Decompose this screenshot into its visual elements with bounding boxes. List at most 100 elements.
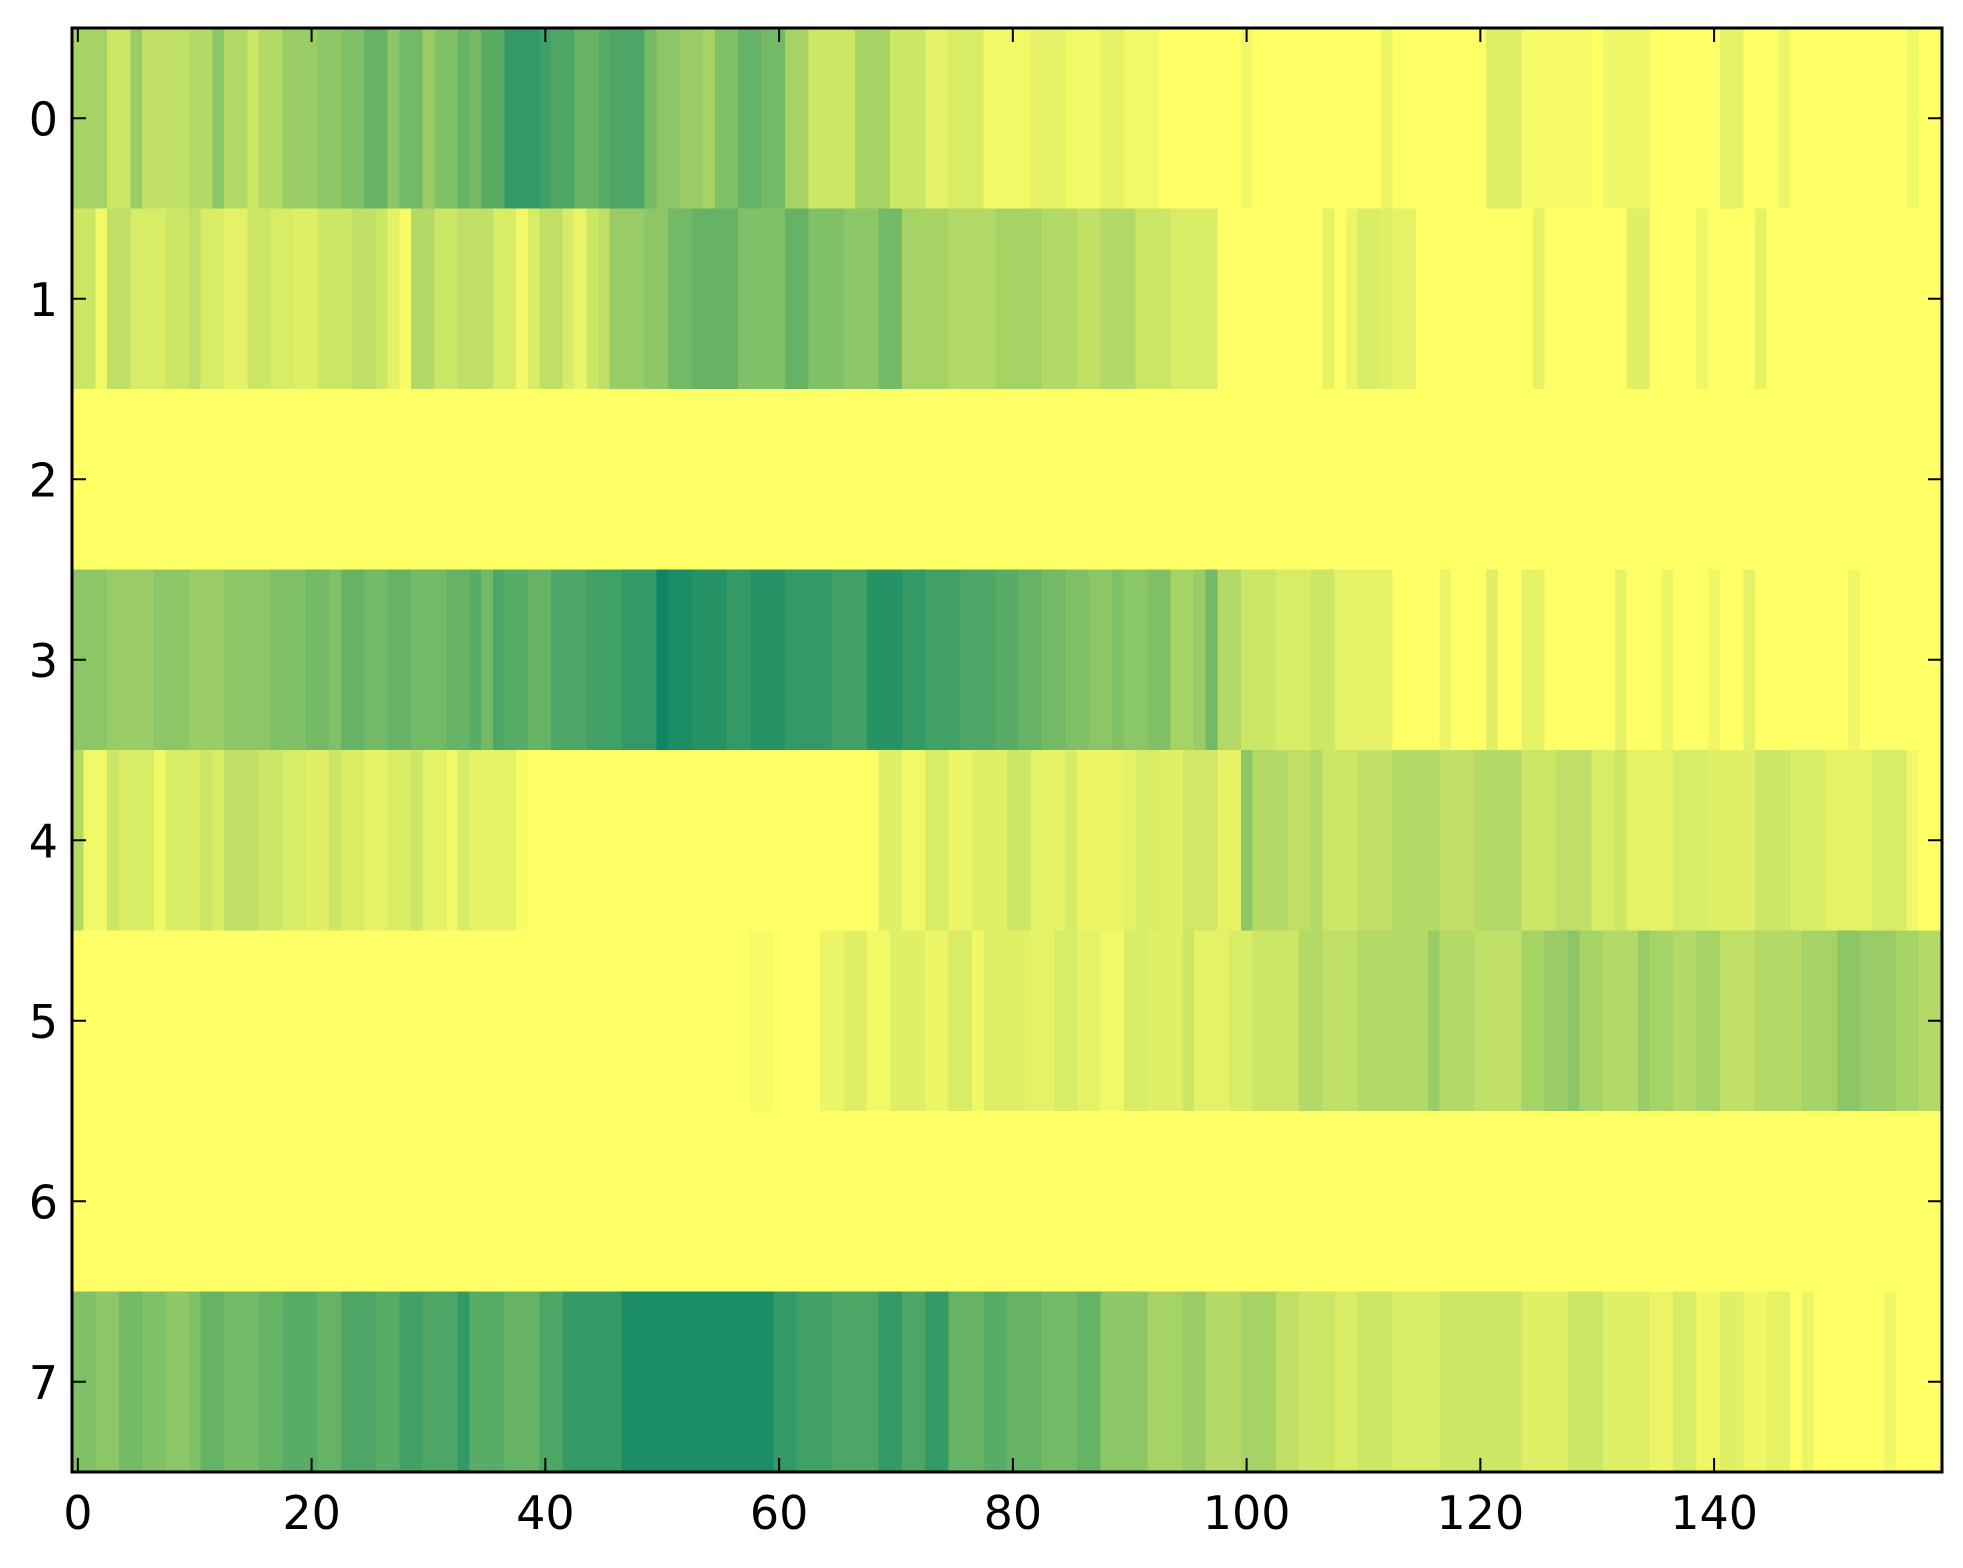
heatmap-cell	[1638, 930, 1651, 1112]
heatmap-cell	[983, 930, 1031, 1112]
heatmap-cell	[364, 28, 389, 210]
heatmap-cell	[983, 1291, 1008, 1473]
heatmap-cell	[1123, 569, 1148, 751]
heatmap-cell	[1030, 750, 1067, 932]
heatmap-cell	[1322, 750, 1359, 932]
heatmap-cell	[1427, 930, 1441, 1112]
heatmap-cell	[773, 1291, 798, 1473]
heatmap-cell	[282, 750, 307, 932]
heatmap-cell	[1708, 569, 1721, 751]
heatmap-cell	[1310, 750, 1324, 932]
heatmap-cell	[1182, 930, 1195, 1112]
heatmap-cell	[1030, 930, 1055, 1112]
heatmap-cell	[340, 569, 365, 751]
heatmap-cell	[831, 569, 868, 751]
heatmap-cell	[504, 28, 541, 210]
heatmap-cell	[1451, 569, 1487, 751]
heatmap-cell	[527, 750, 880, 932]
heatmap-cell	[1123, 28, 1160, 210]
heatmap-cell	[1147, 569, 1172, 751]
heatmap-cell	[153, 750, 167, 932]
heatmap-cell	[1392, 750, 1441, 932]
heatmap-cell	[1322, 930, 1359, 1112]
heatmap-cell	[282, 28, 319, 210]
heatmap-cell	[1299, 1291, 1335, 1473]
heatmap-cell	[1544, 569, 1616, 751]
heatmap-cell	[539, 208, 564, 390]
heatmap-cell	[504, 1291, 541, 1473]
heatmap-cell	[1696, 930, 1721, 1112]
heatmap-cell	[1042, 569, 1067, 751]
heatmap-cell	[1322, 208, 1335, 390]
heatmap-cell	[1135, 208, 1172, 390]
heatmap-cell	[668, 208, 693, 390]
heatmap-cell	[551, 569, 587, 751]
heatmap-cell	[329, 750, 342, 932]
heatmap-cell	[1673, 1291, 1698, 1473]
heatmap-cell	[1018, 569, 1043, 751]
y-tick-label: 5	[29, 995, 58, 1049]
heatmap-cell	[1474, 930, 1522, 1112]
heatmap-cell	[422, 28, 435, 210]
heatmap-cell	[1568, 1291, 1604, 1473]
heatmap-cell	[1801, 930, 1838, 1112]
heatmap-cell	[925, 930, 950, 1112]
heatmap-cell	[457, 28, 470, 210]
heatmap-cell	[305, 750, 330, 932]
heatmap-cell	[130, 208, 167, 390]
x-tick-label: 120	[1436, 1486, 1524, 1540]
heatmap-cell	[165, 1291, 190, 1473]
heatmap-cell	[1719, 930, 1756, 1112]
heatmap-cell	[457, 1291, 470, 1473]
heatmap-cell	[901, 1291, 926, 1473]
heatmap-cell	[527, 208, 541, 390]
heatmap-cell	[1521, 569, 1546, 751]
heatmap-cell	[679, 28, 704, 210]
heatmap-cell	[586, 208, 599, 390]
heatmap-cell	[1474, 750, 1522, 932]
heatmap-cell	[469, 569, 482, 751]
heatmap-cell	[925, 1291, 950, 1473]
heatmap-cell	[446, 569, 470, 751]
heatmap-cell	[890, 930, 926, 1112]
heatmap-cell	[1813, 1291, 1885, 1473]
heatmap-cell	[1065, 750, 1078, 932]
heatmap-cell	[1275, 569, 1312, 751]
heatmap-cell	[808, 28, 856, 210]
heatmap-cell	[1801, 1291, 1815, 1473]
heatmap-cell	[188, 569, 225, 751]
heatmap-cell	[107, 208, 132, 390]
heatmap-cell	[1123, 750, 1137, 932]
heatmap-cell	[1790, 28, 1908, 210]
x-tick-label: 20	[282, 1486, 341, 1540]
heatmap-cell	[1135, 750, 1160, 932]
heatmap-cell	[1836, 930, 1861, 1112]
heatmap-cell	[668, 569, 693, 751]
heatmap-cell	[1626, 208, 1651, 390]
heatmap-cell	[95, 1291, 120, 1473]
axis-ticks: 0 20 40 60 80 100 120 140 0 1 2 3 4 5 6 7	[29, 28, 1942, 1540]
heatmap-cell	[656, 569, 669, 751]
heatmap-cell	[890, 28, 926, 210]
heatmap-cell	[212, 750, 225, 932]
heatmap-cell	[118, 1291, 143, 1473]
heatmap-cell	[457, 208, 494, 390]
heatmap-cell	[72, 1111, 1943, 1293]
heatmap-cell	[1334, 208, 1347, 390]
heatmap-cell	[995, 569, 1020, 751]
heatmap-cell	[1007, 1291, 1043, 1473]
heatmap-cell	[1194, 930, 1230, 1112]
heatmap-cell	[118, 750, 155, 932]
heatmap-cell	[1673, 750, 1709, 932]
heatmap-cell	[1357, 930, 1429, 1112]
heatmap-cell	[784, 569, 833, 751]
heatmap-cell	[1147, 930, 1183, 1112]
y-tick-label: 2	[29, 453, 58, 507]
heatmap-cell	[656, 28, 681, 210]
heatmap-cell	[188, 28, 213, 210]
heatmap-cell	[574, 28, 599, 210]
y-tick-label: 3	[29, 634, 58, 688]
heatmap-cell	[1042, 1291, 1078, 1473]
